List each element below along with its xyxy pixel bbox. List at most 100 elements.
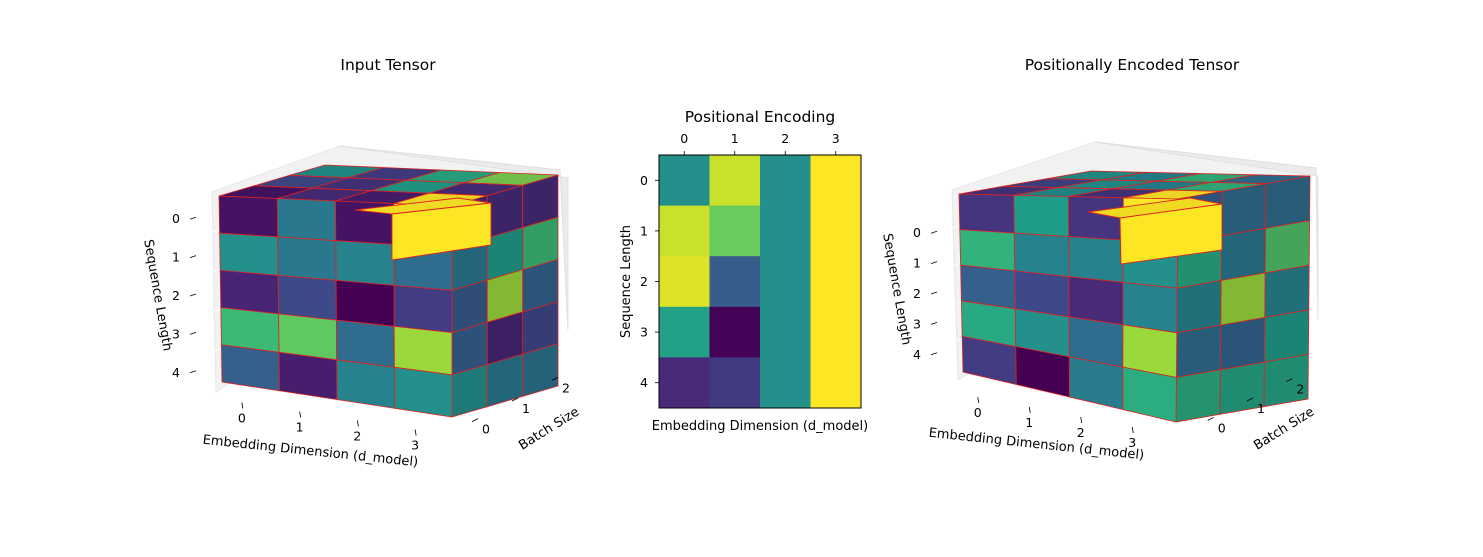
- x-tick-label: 3: [411, 438, 419, 453]
- z-tick-label: 0: [172, 211, 180, 226]
- z-tick-mark: [930, 322, 938, 325]
- z-tick-mark: [189, 293, 197, 297]
- x-tick-label: 0: [238, 411, 246, 426]
- voxel-side-face: [1263, 309, 1310, 363]
- voxel-front-face: [1068, 236, 1124, 283]
- x-tick-mark: [1080, 416, 1083, 424]
- chart-title: Positional Encoding: [685, 108, 836, 126]
- z-tick-label: 2: [172, 288, 180, 303]
- y-tick-label: 3: [640, 325, 648, 340]
- x-tick-mark: [299, 411, 302, 418]
- x-tick-label: 2: [353, 429, 361, 444]
- voxel-front-face: [278, 313, 338, 361]
- z-tick-label: 4: [913, 347, 921, 362]
- y-tick-label: 2: [1296, 382, 1304, 397]
- y-axis-label: Sequence Length: [619, 225, 634, 338]
- z-tick-label: 4: [172, 365, 180, 380]
- x-tick-label: 3: [832, 131, 840, 146]
- y-tick-mark: [471, 418, 479, 423]
- heatmap-cell: [810, 306, 862, 358]
- voxel-front-face: [218, 195, 279, 238]
- heatmap-cell: [760, 155, 811, 207]
- heatmap-cell: [709, 256, 761, 308]
- x-axis-label: Embedding Dimension (d_model): [202, 433, 419, 471]
- voxel-side-face: [1219, 317, 1266, 371]
- y-tick-mark: [511, 397, 519, 402]
- heatmap-cell: [709, 155, 761, 207]
- voxel-front-face: [276, 198, 337, 242]
- voxel-front-face: [277, 236, 337, 281]
- x-tick-label: 0: [680, 131, 688, 146]
- z-tick-label: 3: [172, 326, 180, 341]
- heatmap-cell: [760, 357, 811, 409]
- z-tick-mark: [930, 261, 938, 264]
- heatmap-cell: [659, 256, 710, 308]
- x-tick-label: 3: [1128, 435, 1136, 450]
- y-tick-label: 0: [482, 422, 490, 437]
- voxel-front-face: [958, 193, 1015, 234]
- x-tick-label: 0: [974, 405, 982, 420]
- y-tick-mark: [551, 376, 559, 381]
- voxel-front-face: [219, 269, 280, 315]
- voxel-side-face: [1220, 227, 1267, 281]
- voxel-front-face: [1013, 194, 1070, 238]
- z-tick-label: 1: [913, 256, 921, 271]
- voxel-front-face: [1122, 366, 1177, 423]
- z-tick-mark: [189, 216, 197, 220]
- voxel-front-face: [393, 366, 453, 418]
- z-tick-mark: [189, 255, 197, 258]
- x-tick-mark: [1131, 426, 1134, 434]
- z-tick-label: 2: [913, 286, 921, 301]
- heatmap-cell: [709, 306, 761, 358]
- z-tick-mark: [930, 291, 938, 295]
- y-tick-label: 1: [640, 223, 648, 238]
- x-tick-mark: [414, 429, 417, 436]
- z-axis-label: Sequence Length: [140, 238, 174, 352]
- voxel-front-face: [959, 229, 1016, 272]
- heatmap-cell: [760, 205, 811, 257]
- y-tick-label: 1: [522, 401, 530, 416]
- voxel-highlight-front: [1119, 203, 1223, 265]
- voxel-front-face: [278, 351, 338, 400]
- y-tick-mark: [1207, 416, 1214, 421]
- x-tick-label: 2: [1077, 425, 1085, 440]
- voxel-front-face: [335, 279, 395, 327]
- heatmap-cell: [709, 205, 761, 257]
- y-tick-label: 1: [1257, 401, 1265, 416]
- x-tick-mark: [356, 420, 359, 427]
- chart-title: Positionally Encoded Tensor: [1025, 56, 1240, 74]
- y-tick-label: 2: [562, 380, 570, 395]
- voxel-side-face: [1220, 272, 1266, 326]
- x-tick-mark: [1028, 406, 1031, 414]
- voxel-highlight-front: [391, 202, 492, 261]
- y-tick-label: 2: [640, 274, 648, 289]
- z-axis-label: Sequence Length: [879, 232, 913, 346]
- x-tick-label: 1: [296, 420, 304, 435]
- heatmap-cell: [760, 256, 811, 308]
- chart-title: Input Tensor: [340, 56, 436, 74]
- heatmap-cell: [810, 155, 862, 207]
- heatmap-cell: [760, 306, 811, 358]
- voxel-front-face: [220, 344, 280, 392]
- voxel-front-face: [1068, 196, 1124, 241]
- voxel-side-face: [1265, 175, 1311, 229]
- voxel-side-face: [1264, 264, 1310, 318]
- voxel-side-face: [1221, 183, 1267, 237]
- z-tick-label: 1: [172, 250, 180, 265]
- z-tick-mark: [189, 370, 197, 374]
- voxel-front-face: [1013, 232, 1070, 278]
- z-tick-label: 3: [913, 316, 921, 331]
- x-axis-label: Embedding Dimension (d_model): [652, 419, 868, 434]
- heatmap-cell: [810, 357, 862, 409]
- voxel-front-face: [393, 284, 453, 334]
- heatmap-cell: [810, 205, 862, 257]
- positional-encoding-chart: 0 1 2 3 0 1 2 3 4 Positional Encoding Embedding Di…: [619, 108, 868, 434]
- voxel-side-face: [1175, 369, 1221, 423]
- encoded-tensor-chart: 0 1 2 3 4 0 1 2 3 0 1 2 Positionally Encoded Tensor S…: [879, 56, 1319, 464]
- x-axis-label: Embedding Dimension (d_model): [928, 426, 1145, 464]
- voxel-front-face: [393, 325, 453, 376]
- side-pane: [339, 145, 569, 331]
- y-tick-mark: [1286, 378, 1293, 383]
- heatmap-cell: [709, 357, 761, 409]
